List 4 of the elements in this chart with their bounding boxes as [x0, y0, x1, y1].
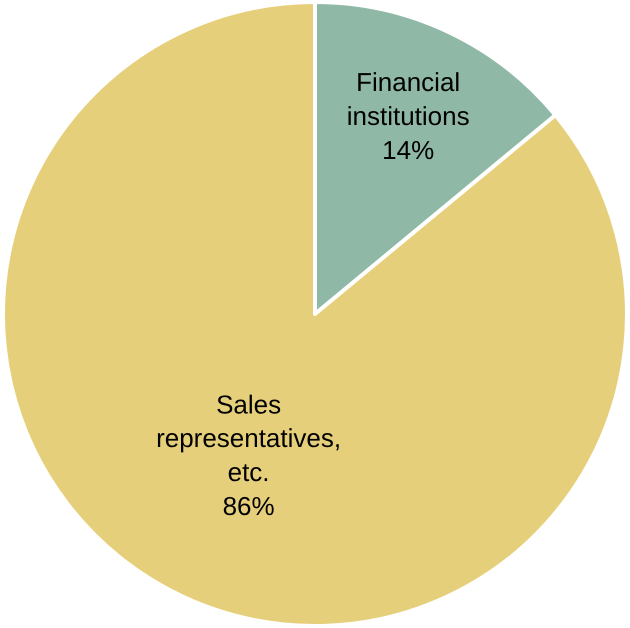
data-label: 14% [382, 134, 434, 165]
slice-label: Financial institutions [346, 67, 470, 131]
slice-label: Sales representatives, etc. [156, 389, 342, 488]
data-label: 86% [222, 490, 275, 521]
